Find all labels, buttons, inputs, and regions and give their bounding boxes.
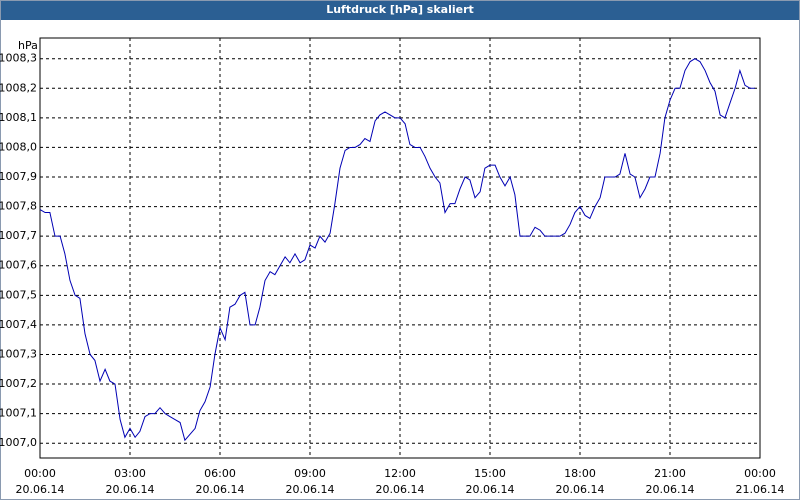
x-tick-date: 20.06.14 bbox=[556, 483, 605, 496]
y-tick-label: 1008,3 bbox=[0, 52, 37, 65]
pressure-line bbox=[39, 58, 755, 442]
x-tick-label: 09:00 bbox=[294, 467, 326, 480]
x-tick-label: 12:00 bbox=[384, 467, 416, 480]
x-tick-date: 20.06.14 bbox=[646, 483, 695, 496]
chart-title: Luftdruck [hPa] skaliert bbox=[326, 3, 474, 16]
x-tick-label: 15:00 bbox=[474, 467, 506, 480]
x-tick-label: 06:00 bbox=[204, 467, 236, 480]
y-tick-label: 1008,2 bbox=[0, 81, 37, 94]
x-tick-label: 00:00 bbox=[24, 467, 56, 480]
x-tick-date: 20.06.14 bbox=[16, 483, 65, 496]
y-tick-label: 1008,0 bbox=[0, 140, 37, 153]
y-tick-label: 1008,1 bbox=[0, 111, 37, 124]
x-tick-date: 20.06.14 bbox=[286, 483, 335, 496]
y-tick-label: 1007,6 bbox=[0, 259, 37, 272]
y-tick-label: 1007,2 bbox=[0, 377, 37, 390]
x-tick-label: 18:00 bbox=[564, 467, 596, 480]
title-bar bbox=[0, 0, 800, 20]
y-tick-label: 1007,3 bbox=[0, 347, 37, 360]
y-tick-label: 1007,1 bbox=[0, 407, 37, 420]
x-tick-date: 20.06.14 bbox=[106, 483, 155, 496]
y-tick-label: 1007,5 bbox=[0, 288, 37, 301]
x-tick-label: 03:00 bbox=[114, 467, 146, 480]
y-tick-label: 1007,7 bbox=[0, 229, 37, 242]
x-tick-date: 20.06.14 bbox=[466, 483, 515, 496]
y-tick-label: 1007,8 bbox=[0, 200, 37, 213]
x-tick-label: 00:00 bbox=[744, 467, 776, 480]
x-tick-date: 20.06.14 bbox=[376, 483, 425, 496]
x-tick-date: 21.06.14 bbox=[736, 483, 785, 496]
y-axis-label: hPa bbox=[18, 39, 38, 52]
x-tick-label: 21:00 bbox=[654, 467, 686, 480]
x-tick-date: 20.06.14 bbox=[196, 483, 245, 496]
y-tick-label: 1007,4 bbox=[0, 318, 37, 331]
y-tick-label: 1007,9 bbox=[0, 170, 37, 183]
y-tick-label: 1007,0 bbox=[0, 436, 37, 449]
